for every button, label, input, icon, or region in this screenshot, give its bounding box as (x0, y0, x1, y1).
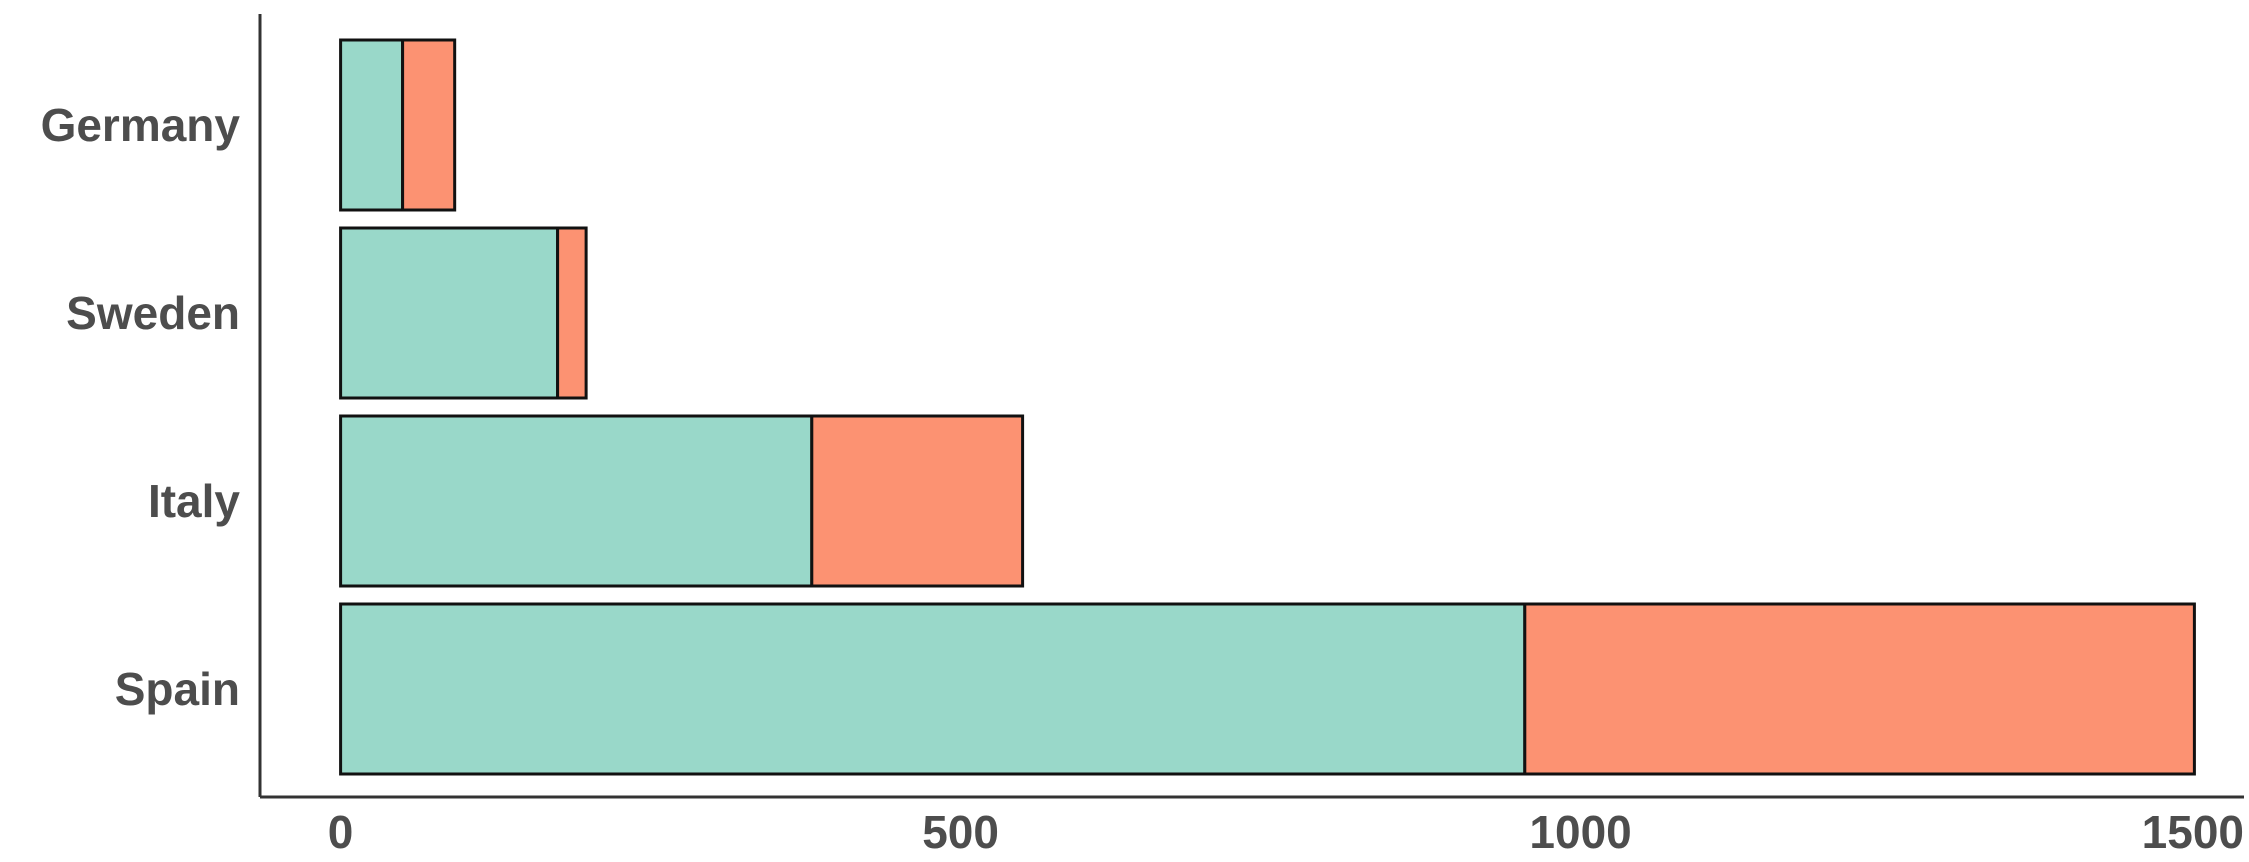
y-tick-label-sweden: Sweden (66, 287, 240, 339)
x-tick-label-1500: 1500 (2142, 806, 2244, 858)
bar-spain-segment-2 (1523, 602, 2196, 776)
x-tick-label-500: 500 (922, 806, 999, 858)
bar-germany-segment-2 (401, 38, 457, 212)
bar-italy-segment-2 (810, 414, 1025, 588)
y-tick-label-germany: Germany (41, 99, 241, 151)
bar-germany-segment-1 (339, 38, 405, 212)
bar-spain-segment-1 (339, 602, 1527, 776)
y-tick-label-italy: Italy (148, 475, 240, 527)
x-tick-label-0: 0 (328, 806, 354, 858)
bar-italy-segment-1 (339, 414, 814, 588)
bar-sweden-segment-2 (556, 226, 588, 400)
x-axis-tick-labels: 0 500 1000 1500 (328, 806, 2244, 858)
bar-sweden-segment-1 (339, 226, 560, 400)
y-axis-tick-labels: Germany Sweden Italy Spain (41, 99, 241, 715)
y-tick-label-spain: Spain (115, 663, 240, 715)
x-tick-label-1000: 1000 (1529, 806, 1631, 858)
bars-layer (339, 38, 2196, 776)
